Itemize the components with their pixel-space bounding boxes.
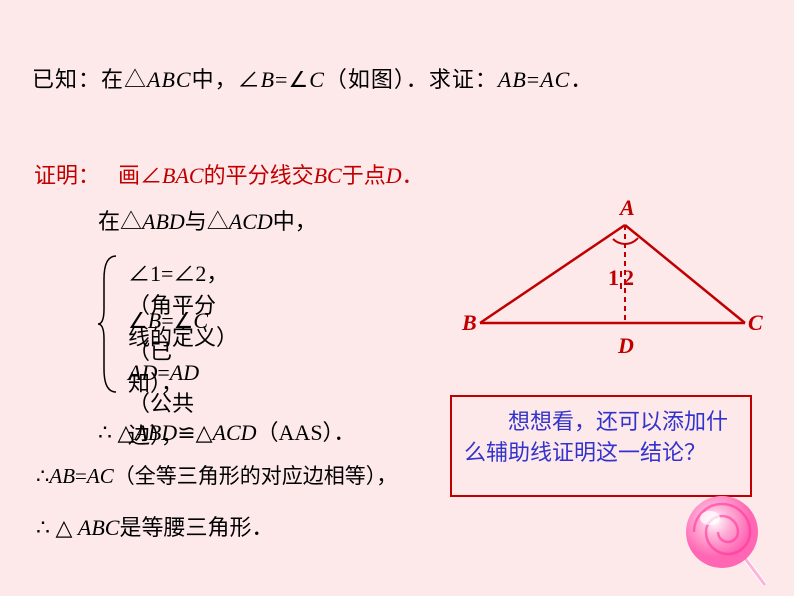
text: △ <box>196 420 213 445</box>
angle-arc-2 <box>625 238 638 244</box>
text: = <box>157 360 169 385</box>
text: （全等三角形的对应边相等）， <box>114 464 398 488</box>
angle-labels-12: 12 <box>608 265 634 291</box>
vertex-label-a: A <box>620 195 635 221</box>
angle-c: C <box>309 67 325 92</box>
seg-ab: AB <box>498 67 527 92</box>
angle-b: B <box>261 67 275 92</box>
text: ． <box>402 163 424 188</box>
seg-ac: AC <box>540 67 570 92</box>
text: ∴ <box>36 464 49 488</box>
triangle-acd: ACD <box>213 420 257 445</box>
text: 画∠ <box>118 163 162 188</box>
therefore-3: ∴ △ ABC是等腰三角形． <box>36 510 274 542</box>
text: （AAS）． <box>257 420 356 445</box>
proof-step-1: 画∠BAC的平分线交BC于点D． <box>118 158 424 190</box>
therefore-2: ∴AB=AC（全等三角形的对应边相等）， <box>36 460 397 490</box>
text: ． <box>570 67 593 92</box>
seg-ad: AD <box>170 360 199 385</box>
triangle-acd: ACD <box>229 209 273 234</box>
angle-2: 2 <box>623 265 634 290</box>
triangle-abd: ABD <box>142 209 185 234</box>
vertex-label-d: D <box>618 333 634 359</box>
text: 与△ <box>185 209 229 234</box>
text: =∠ <box>161 308 193 333</box>
proof-label: 证明： <box>34 158 100 190</box>
text: = <box>75 464 87 488</box>
text: ∴ △ <box>36 515 78 540</box>
triangle-abc: ABC <box>147 67 192 92</box>
line-ab <box>480 225 625 323</box>
triangle-abd: ABD <box>134 420 177 445</box>
text: 的平分线交 <box>204 163 314 188</box>
seg-ab: AB <box>49 464 75 488</box>
text: ∴ △ <box>98 420 134 445</box>
line-ac <box>625 225 745 323</box>
text: =∠ <box>275 67 309 92</box>
divider <box>620 271 622 289</box>
triangle-abc: ABC <box>78 515 120 540</box>
text: 中， <box>273 209 317 234</box>
text: ∠ <box>128 308 148 333</box>
text: （如图）．求证： <box>325 67 498 92</box>
angle-1: 1 <box>608 265 619 290</box>
text: 是等腰三角形． <box>119 515 273 540</box>
angle-b: B <box>148 308 161 333</box>
angle-arc-1 <box>613 239 625 244</box>
indent <box>464 409 508 434</box>
text: 于点 <box>342 163 386 188</box>
angle-bac: BAC <box>162 163 204 188</box>
proof-step-2: 在△ABD与△ACD中， <box>98 204 317 236</box>
lollipop-icon <box>680 490 780 590</box>
point-d: D <box>386 163 402 188</box>
seg-ad: AD <box>128 360 157 385</box>
seg-ac: AC <box>87 464 114 488</box>
text: 已知：在△ <box>32 67 147 92</box>
therefore-1: ∴ △ABD ≌ △ACD（AAS）． <box>98 415 356 447</box>
given-statement: 已知：在△ABC中，∠B=∠C（如图）．求证：AB=AC． <box>32 62 593 94</box>
text: 中，∠ <box>192 67 261 92</box>
vertex-label-b: B <box>462 310 477 336</box>
seg-bc: BC <box>314 163 342 188</box>
question-box: 想想看，还可以添加什么辅助线证明这一结论？ <box>450 395 752 497</box>
congruent-symbol: ≌ <box>177 420 195 446</box>
text: = <box>527 67 540 92</box>
brace-icon <box>98 254 120 394</box>
angle-c: C <box>193 308 208 333</box>
text: 在△ <box>98 209 142 234</box>
vertex-label-c: C <box>748 310 763 336</box>
